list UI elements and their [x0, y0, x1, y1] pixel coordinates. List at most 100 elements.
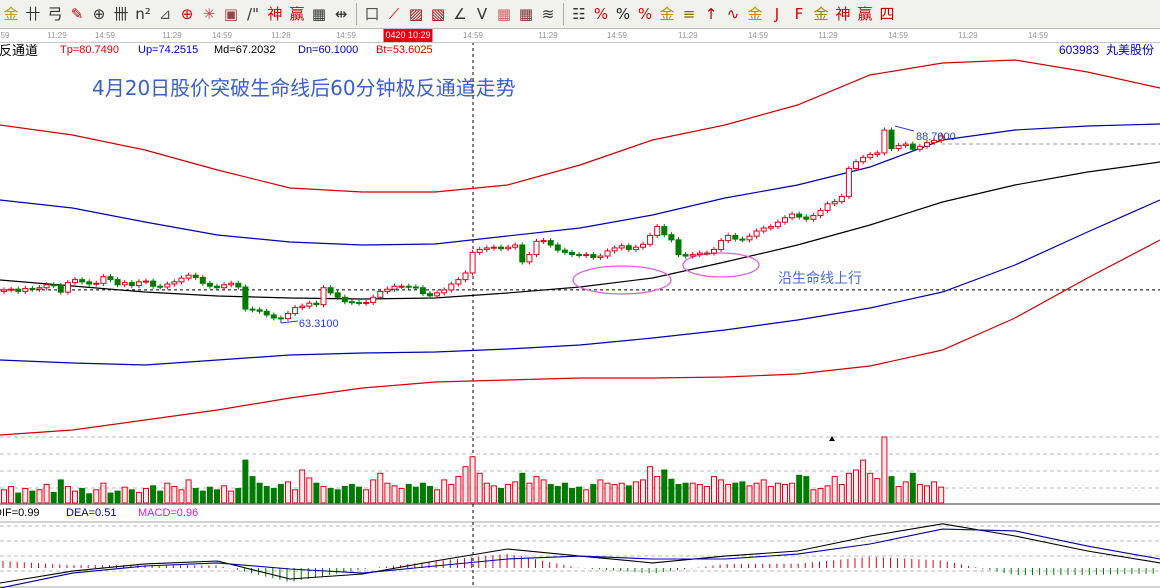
candle-up [377, 290, 384, 298]
gold-circle-icon[interactable]: 金 [659, 5, 675, 23]
candle-down [668, 234, 675, 241]
volume-bar-down [29, 490, 36, 504]
volume-bar-up [931, 481, 938, 504]
parallel-lines-icon[interactable]: 卌 [113, 5, 129, 23]
grid-f-icon[interactable]: 卄 [25, 5, 41, 23]
sine-icon[interactable]: ∿ [726, 5, 740, 23]
j-angle-icon[interactable]: J [774, 5, 780, 23]
candle-down [732, 234, 739, 240]
gold-icon[interactable]: 金 [3, 5, 19, 23]
candle-down [561, 249, 568, 253]
candle-up [178, 277, 185, 283]
volume-bar-down [888, 476, 895, 504]
candle-up [448, 283, 455, 291]
candle-up [36, 287, 43, 290]
list-icon[interactable]: ☷ [572, 5, 586, 23]
win-icon[interactable]: 赢 [289, 5, 305, 23]
candle-up [43, 284, 50, 289]
candle-down [150, 280, 157, 287]
volume-bar-up [398, 487, 405, 504]
candle-down [199, 276, 206, 284]
volume-bar-up [22, 487, 29, 504]
volume-bar-up [476, 472, 483, 504]
f-angle-icon[interactable]: F [794, 5, 804, 23]
star-burst-icon[interactable]: ✳ [202, 5, 216, 23]
four-angle-icon[interactable]: 四 [879, 5, 895, 23]
candle-up [363, 301, 370, 304]
angle-icon[interactable]: ∠ [453, 5, 467, 23]
volume-bar-up [867, 472, 874, 504]
candle-up [867, 153, 874, 158]
range-icon[interactable]: ⇹ [334, 5, 348, 23]
percent-slash-icon[interactable]: % [593, 5, 609, 23]
candle-down [348, 301, 355, 304]
v-icon[interactable]: V [476, 5, 488, 23]
shen-angle-icon[interactable]: 神 [835, 5, 851, 23]
time-axis-label: 14:59 [887, 31, 909, 40]
candle-down [114, 279, 121, 286]
candle-down [590, 254, 597, 259]
volume-bar-up [789, 482, 796, 504]
n-squared-icon[interactable]: n² [135, 5, 151, 23]
volume-bar-up [604, 482, 611, 504]
volume-bar-up [881, 436, 888, 504]
fan-icon[interactable]: ⟋ [388, 5, 400, 23]
time-axis-label: 11:29 [162, 31, 182, 40]
candle-up [285, 312, 291, 320]
volume-bar-up [8, 486, 15, 504]
candle-up [689, 254, 696, 257]
gold-lines-icon[interactable]: ≡ [682, 5, 696, 23]
volume-bar-down [199, 490, 206, 504]
volume-bar-down [114, 490, 121, 504]
fan-box-icon[interactable]: ▨ [408, 5, 424, 23]
pen-icon[interactable]: ✎ [70, 5, 84, 23]
low-price-label: 63.3100 [299, 318, 339, 330]
candle-up [703, 252, 710, 255]
volume-bar-up [654, 476, 661, 504]
volume-bar-down [554, 486, 561, 504]
volume-bar-up [583, 489, 590, 504]
grid-box-icon[interactable]: ▦ [311, 5, 327, 23]
box-icon[interactable]: 口 [364, 5, 380, 23]
candle-down [50, 284, 57, 287]
macd-line-dea [0, 528, 1160, 588]
volume-bar-up [711, 476, 717, 504]
annotation-text: 沿生命线上行 [778, 271, 862, 287]
candle-up [384, 288, 391, 292]
volume-bar-down [668, 478, 675, 504]
candle-down [334, 292, 341, 298]
volume-bar-up [860, 459, 867, 504]
candle-up [774, 221, 781, 228]
wave-lines-icon[interactable]: ≋ [541, 5, 555, 23]
candle-up [434, 292, 441, 297]
volume-bar-up [540, 479, 547, 504]
volume-bar-up [171, 486, 178, 504]
gold2-icon[interactable]: 金 [747, 5, 763, 23]
grid-dark-icon[interactable]: ▦ [518, 5, 534, 23]
up-value: Up=74.2515 [138, 44, 199, 56]
shen-icon[interactable]: 神 [267, 5, 283, 23]
fan-box2-icon[interactable]: ▧ [430, 5, 446, 23]
slash-icon[interactable]: /" [247, 5, 259, 23]
volume-bar-up [370, 479, 377, 504]
candle-up [597, 255, 604, 259]
candle-up [817, 209, 824, 217]
circle-grid-icon[interactable]: ⊕ [92, 5, 106, 23]
volume-bar-down [661, 469, 668, 504]
spiral-icon[interactable]: 弓 [47, 5, 63, 23]
percent-lines-icon[interactable]: % [637, 5, 653, 23]
volume-bar-down [206, 486, 213, 504]
percent-icon[interactable]: % [615, 5, 631, 23]
target-icon[interactable]: ⊕ [180, 5, 194, 23]
gold-angle-icon[interactable]: 金 [813, 5, 829, 23]
arrow-up-icon[interactable]: ↑ [704, 5, 718, 23]
grid-red-icon[interactable]: ▦ [496, 5, 512, 23]
triangle-icon[interactable]: ⊿ [158, 5, 172, 23]
square-target-icon[interactable]: ▣ [223, 5, 239, 23]
volume-bar-up [774, 482, 781, 504]
candle-up [135, 281, 142, 287]
volume-bar-down [263, 486, 270, 504]
volume-bar-down [590, 484, 597, 504]
win-angle-icon[interactable]: 赢 [857, 5, 873, 23]
